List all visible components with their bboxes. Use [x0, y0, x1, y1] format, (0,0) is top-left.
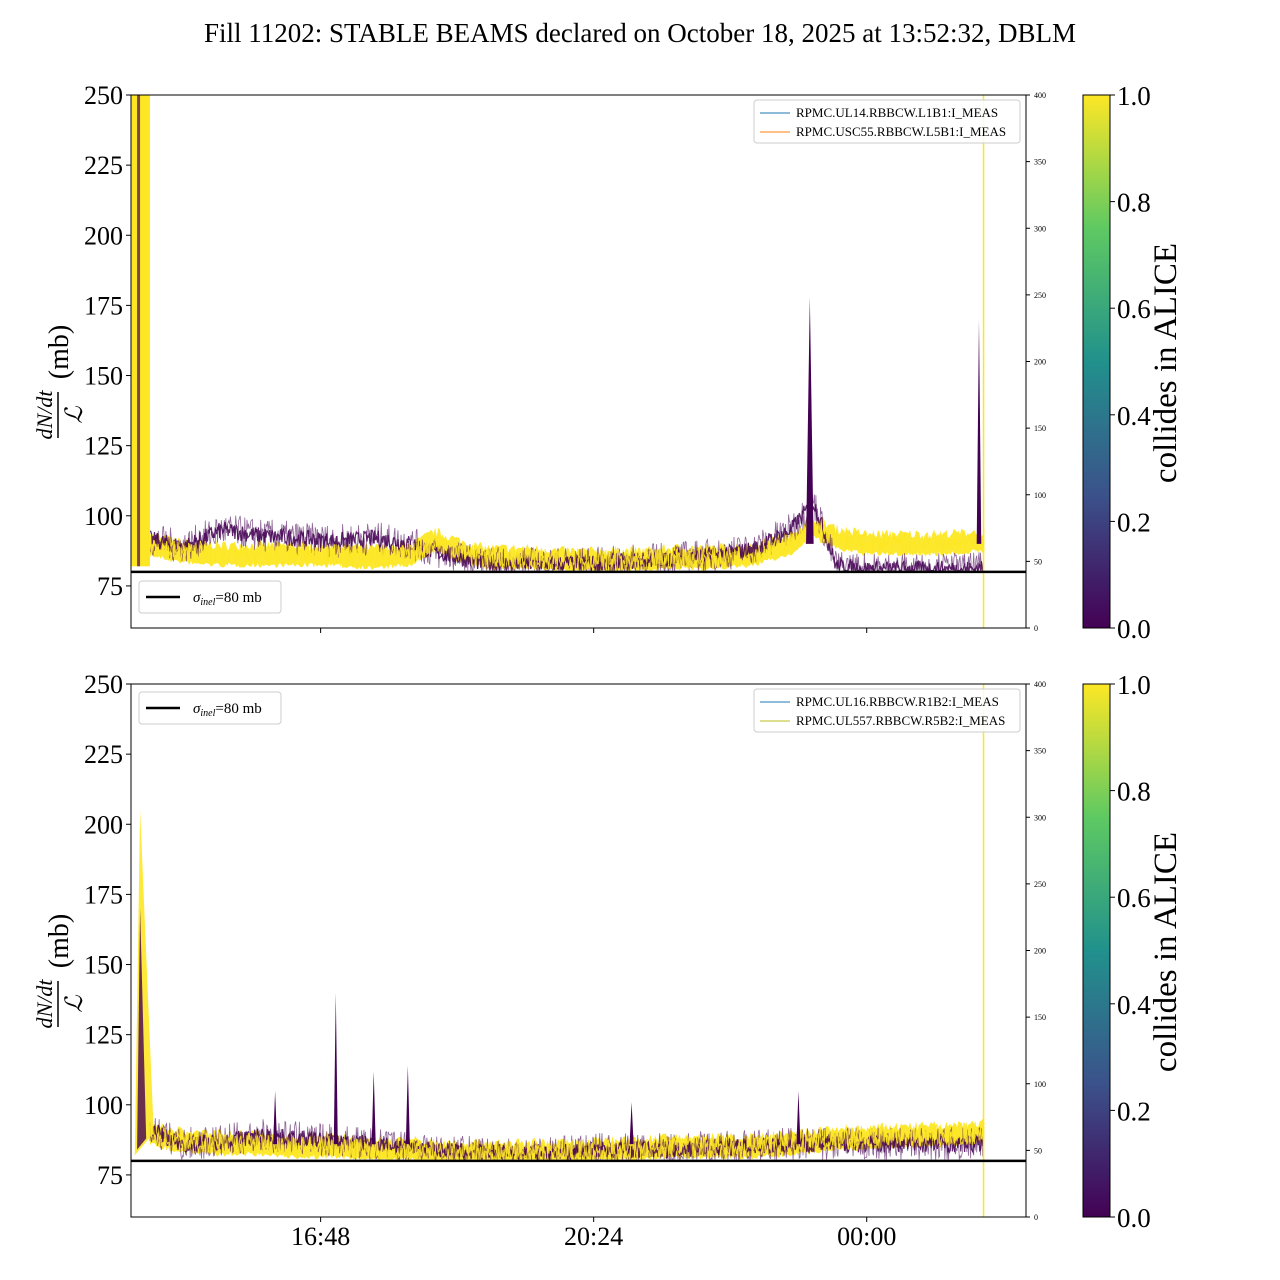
y-tick-label: 75: [97, 1161, 123, 1190]
colorbar-tick-label: 0.4: [1117, 401, 1151, 431]
yellow-trace-noise: [149, 1121, 984, 1162]
purple-trace-noise: [149, 491, 984, 572]
colorbar-gradient: [1082, 683, 1111, 1218]
y-axis-label: dN/dt ℒ (mb): [32, 325, 88, 440]
series-legend: RPMC.UL14.RBBCW.L1B1:I_MEAS RPMC.USC55.RB…: [753, 99, 1021, 144]
x-tick-label: 00:00: [837, 1222, 896, 1251]
yellow-trace-noise: [149, 519, 984, 572]
spike-3: [405, 1065, 410, 1145]
spike-0: [273, 1090, 278, 1145]
y-tick-label: 75: [97, 572, 123, 601]
spike-1: [333, 992, 338, 1145]
right-tick-label: 50: [1034, 1146, 1042, 1155]
colorbar-label: collides in ALICE: [1148, 832, 1184, 1072]
right-tick-label: 350: [1034, 747, 1046, 756]
right-tick-label: 200: [1034, 947, 1046, 956]
right-tick-label: 250: [1034, 880, 1046, 889]
data-traces: [131, 95, 985, 628]
right-tick-label: 250: [1034, 291, 1046, 300]
series-legend-box: [753, 688, 1021, 733]
legend-entry-label: RPMC.UL557.RBBCW.R5B2:I_MEAS: [796, 713, 1005, 728]
spike-5: [796, 1090, 801, 1145]
right-tick-label: 400: [1034, 91, 1046, 100]
series-legend-box: [753, 99, 1021, 144]
y-tick-label: 225: [84, 151, 123, 180]
x-tick-label: 16:48: [291, 1222, 350, 1251]
end-spike: [976, 319, 982, 544]
colorbar-gradient: [1082, 94, 1111, 629]
y-tick-label: 250: [84, 81, 123, 110]
initial-spike-dark: [137, 908, 147, 1150]
x-tick-label: 20:24: [564, 1222, 623, 1251]
initial-spike-dark: [137, 95, 141, 567]
spike-2: [371, 1071, 376, 1145]
colorbar-tick-label: 0.0: [1117, 614, 1151, 644]
reference-legend-label: σinel=80 mb: [193, 590, 262, 608]
y-label-numerator: dN/dt: [32, 979, 57, 1029]
spike-4: [629, 1101, 634, 1145]
y-tick-label: 100: [84, 502, 123, 531]
y-tick-label: 200: [84, 810, 123, 839]
data-traces: [134, 684, 985, 1217]
right-tick-label: 100: [1034, 491, 1046, 500]
y-tick-label: 200: [84, 221, 123, 250]
top-panel: 75 100 125 150 175 200 225 250 0 50 100 150 200 250 30…: [32, 81, 1184, 644]
late-spike: [806, 296, 814, 544]
colorbar-tick-label: 0.2: [1117, 1096, 1151, 1126]
right-tick-label: 300: [1034, 813, 1046, 822]
y-tick-label: 225: [84, 740, 123, 769]
legend-entry-label: RPMC.UL16.RBBCW.R1B2:I_MEAS: [796, 694, 999, 709]
y-label-denominator: ℒ: [62, 406, 88, 424]
colorbar: 0.0 0.2 0.4 0.6 0.8 1.0 collides in ALICE: [1082, 81, 1184, 644]
y-tick-label: 175: [84, 880, 123, 909]
right-tick-label: 400: [1034, 680, 1046, 689]
right-tick-label: 300: [1034, 224, 1046, 233]
initial-spike: [131, 95, 150, 567]
right-tick-label: 0: [1034, 624, 1038, 633]
y-tick-label: 175: [84, 291, 123, 320]
colorbar-tick-label: 0.0: [1117, 1203, 1151, 1233]
reference-legend-box: [138, 580, 282, 614]
y-axis-label: dN/dt ℒ (mb): [32, 914, 88, 1029]
colorbar-label: collides in ALICE: [1148, 243, 1184, 483]
right-tick-label: 100: [1034, 1080, 1046, 1089]
legend-entry-label: RPMC.USC55.RBBCW.L5B1:I_MEAS: [796, 124, 1006, 139]
colorbar-tick-label: 1.0: [1117, 670, 1151, 700]
right-tick-label: 150: [1034, 424, 1046, 433]
y-tick-label: 125: [84, 432, 123, 461]
bottom-panel: 75 100 125 150 175 200 225 250 0 50 100 150 200 250 30…: [32, 670, 1184, 1251]
colorbar-tick-label: 0.8: [1117, 777, 1151, 807]
right-tick-label: 150: [1034, 1013, 1046, 1022]
reference-legend: σinel=80 mb: [138, 691, 282, 725]
colorbar: 0.0 0.2 0.4 0.6 0.8 1.0 collides in ALICE: [1082, 670, 1184, 1233]
figure-title: Fill 11202: STABLE BEAMS declared on Oct…: [203, 18, 1076, 48]
colorbar-tick-label: 0.4: [1117, 990, 1151, 1020]
right-tick-label: 0: [1034, 1213, 1038, 1222]
colorbar-tick-label: 0.8: [1117, 188, 1151, 218]
y-tick-label: 150: [84, 951, 123, 980]
colorbar-tick-label: 0.2: [1117, 507, 1151, 537]
y-label-unit: (mb): [44, 914, 75, 968]
colorbar-tick-label: 0.6: [1117, 883, 1151, 913]
reference-legend-label: σinel=80 mb: [193, 701, 262, 719]
colorbar-tick-label: 0.6: [1117, 294, 1151, 324]
reference-legend: σinel=80 mb: [138, 580, 282, 614]
y-label-numerator: dN/dt: [32, 390, 57, 440]
y-tick-label: 100: [84, 1091, 123, 1120]
right-tick-label: 350: [1034, 158, 1046, 167]
colorbar-tick-label: 1.0: [1117, 81, 1151, 111]
y-tick-label: 125: [84, 1021, 123, 1050]
series-legend: RPMC.UL16.RBBCW.R1B2:I_MEAS RPMC.UL557.RB…: [753, 688, 1021, 733]
y-tick-label: 250: [84, 670, 123, 699]
reference-legend-box: [138, 691, 282, 725]
right-tick-label: 50: [1034, 557, 1042, 566]
right-tick-label: 200: [1034, 358, 1046, 367]
y-label-unit: (mb): [44, 325, 75, 379]
legend-entry-label: RPMC.UL14.RBBCW.L1B1:I_MEAS: [796, 105, 998, 120]
y-tick-label: 150: [84, 362, 123, 391]
y-label-denominator: ℒ: [62, 995, 88, 1013]
